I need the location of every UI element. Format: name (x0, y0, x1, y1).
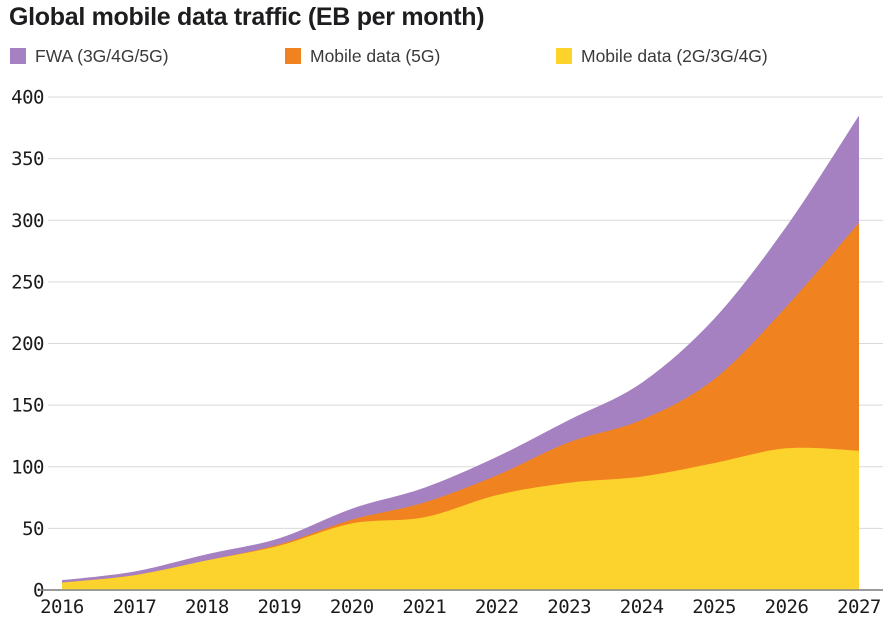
area-series-mobile-2g3g4g (62, 447, 859, 590)
x-axis-tick-label: 2019 (257, 596, 301, 618)
legend-label-mobile-5g: Mobile data (5G) (310, 45, 441, 66)
x-axis-tick-label: 2021 (402, 596, 446, 618)
x-axis-tick-label: 2027 (837, 596, 881, 618)
legend-label-fwa: FWA (3G/4G/5G) (35, 45, 169, 66)
y-axis-tick-label: 350 (11, 148, 44, 170)
legend-label-mobile-2g3g4g: Mobile data (2G/3G/4G) (581, 45, 768, 66)
x-axis-tick-label: 2023 (547, 596, 591, 618)
y-axis-tick-label: 250 (11, 271, 44, 293)
legend-swatch-mobile-2g3g4g (556, 48, 572, 64)
y-axis-tick-label: 300 (11, 210, 44, 232)
legend-item-fwa: FWA (3G/4G/5G) (10, 44, 169, 68)
legend-item-mobile-2g3g4g: Mobile data (2G/3G/4G) (556, 44, 768, 68)
x-axis-tick-label: 2025 (692, 596, 736, 618)
x-axis-tick-label: 2016 (40, 596, 84, 618)
x-axis-tick-label: 2024 (620, 596, 664, 618)
legend-swatch-fwa (10, 48, 26, 64)
x-axis-tick-label: 2017 (113, 596, 157, 618)
y-axis-tick-label: 0 (33, 580, 44, 602)
y-axis-tick-label: 100 (11, 456, 44, 478)
legend-swatch-mobile-5g (285, 48, 301, 64)
x-axis-tick-label: 2022 (475, 596, 519, 618)
x-axis-tick-label: 2020 (330, 596, 374, 618)
y-axis-tick-label: 150 (11, 395, 44, 417)
chart-title: Global mobile data traffic (EB per month… (9, 3, 485, 31)
x-axis-tick-label: 2026 (765, 596, 809, 618)
legend-item-mobile-5g: Mobile data (5G) (285, 44, 440, 68)
y-axis-tick-label: 200 (11, 333, 44, 355)
y-axis-tick-label: 400 (11, 87, 44, 109)
y-axis-tick-label: 50 (22, 518, 44, 540)
chart-legend: FWA (3G/4G/5G) Mobile data (5G) Mobile d… (0, 44, 886, 70)
x-axis-tick-label: 2018 (185, 596, 229, 618)
